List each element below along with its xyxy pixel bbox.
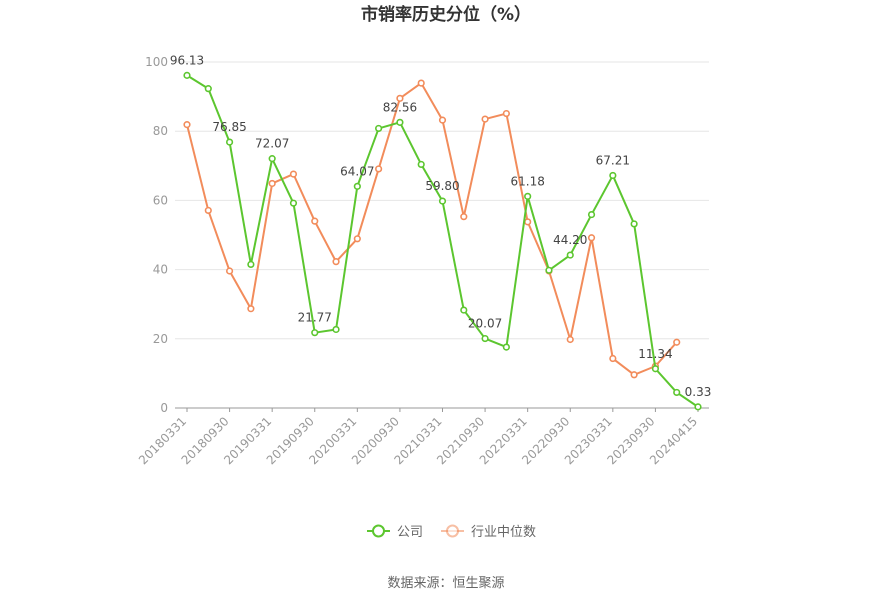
y-tick-label: 60 (153, 193, 168, 207)
legend-item-company[interactable]: 公司 (367, 524, 423, 540)
data-point[interactable] (289, 199, 298, 207)
data-point[interactable] (481, 334, 489, 343)
data-point[interactable] (587, 210, 596, 219)
data-point[interactable] (438, 197, 447, 205)
chart-title: 市销率历史分位（%） (361, 4, 531, 25)
data-point[interactable] (545, 266, 553, 274)
data-point[interactable] (247, 305, 255, 313)
data-label: 67.21 (596, 153, 630, 167)
data-label: 59.80 (425, 179, 459, 193)
data-point[interactable] (460, 306, 468, 314)
data-point[interactable] (524, 192, 532, 200)
data-label: 44.20 (553, 233, 587, 247)
data-label: 76.85 (212, 120, 246, 134)
data-point[interactable] (311, 329, 319, 337)
data-point[interactable] (673, 388, 681, 397)
y-tick-label: 40 (153, 263, 168, 277)
data-label: 11.34 (638, 347, 672, 361)
data-point[interactable] (204, 85, 212, 93)
data-point[interactable] (396, 94, 404, 102)
data-point[interactable] (673, 338, 681, 346)
y-tick-label: 80 (153, 124, 168, 138)
data-point[interactable] (566, 335, 574, 344)
data-point[interactable] (651, 365, 660, 373)
data-point[interactable] (332, 325, 340, 334)
data-point[interactable] (225, 138, 234, 146)
data-point[interactable] (353, 182, 361, 190)
legend[interactable]: 公司 行业中位数 (367, 524, 536, 540)
data-point[interactable] (566, 251, 574, 259)
data-point[interactable] (502, 109, 510, 118)
data-point[interactable] (417, 160, 425, 169)
data-point[interactable] (268, 179, 276, 188)
data-point[interactable] (460, 213, 468, 221)
axes: 0204060801002018033120180930201903312019… (136, 55, 709, 467)
data-label: 96.13 (170, 53, 204, 67)
data-point[interactable] (524, 218, 532, 226)
data-point[interactable] (438, 116, 447, 124)
data-point[interactable] (353, 235, 361, 243)
series-layer (183, 71, 702, 411)
data-point[interactable] (630, 371, 638, 379)
data-point[interactable] (481, 115, 489, 123)
data-point[interactable] (502, 343, 510, 351)
data-point[interactable] (183, 121, 191, 129)
y-tick-label: 0 (160, 401, 168, 415)
data-point[interactable] (375, 165, 383, 173)
data-point[interactable] (247, 260, 255, 269)
data-label: 61.18 (510, 174, 544, 188)
data-point[interactable] (183, 71, 191, 79)
data-point[interactable] (587, 234, 596, 242)
series-line (186, 74, 699, 408)
y-tick-label: 20 (153, 332, 168, 346)
data-point[interactable] (630, 220, 638, 228)
series-line (186, 82, 678, 376)
y-tick-label: 100 (145, 55, 168, 69)
data-label: 82.56 (383, 100, 417, 114)
data-point[interactable] (694, 403, 702, 411)
data-point[interactable] (225, 267, 234, 275)
data-labels: 96.13 76.85 72.07 21.77 64.07 82.56 59.80 20.07… (170, 53, 712, 398)
series-company (183, 71, 702, 411)
data-point[interactable] (289, 170, 298, 178)
data-point[interactable] (396, 118, 404, 126)
data-label: 20.07 (468, 317, 502, 331)
data-point[interactable] (375, 124, 383, 133)
data-point[interactable] (609, 171, 617, 180)
data-label: 0.33 (685, 385, 712, 399)
source-text: 数据来源：恒生聚源 (387, 576, 504, 591)
series-industry-median (183, 79, 681, 379)
data-label: 72.07 (255, 137, 289, 151)
legend-item-industry-median[interactable]: 行业中位数 (441, 524, 536, 540)
data-point[interactable] (332, 258, 340, 266)
legend-label-industry-median: 行业中位数 (471, 525, 536, 540)
data-point[interactable] (609, 354, 617, 363)
data-point[interactable] (268, 155, 276, 163)
data-point[interactable] (417, 79, 425, 87)
data-label: 21.77 (298, 311, 332, 325)
data-point[interactable] (311, 217, 319, 225)
data-point[interactable] (204, 206, 212, 215)
legend-label-company: 公司 (397, 525, 423, 540)
data-label: 64.07 (340, 164, 374, 178)
